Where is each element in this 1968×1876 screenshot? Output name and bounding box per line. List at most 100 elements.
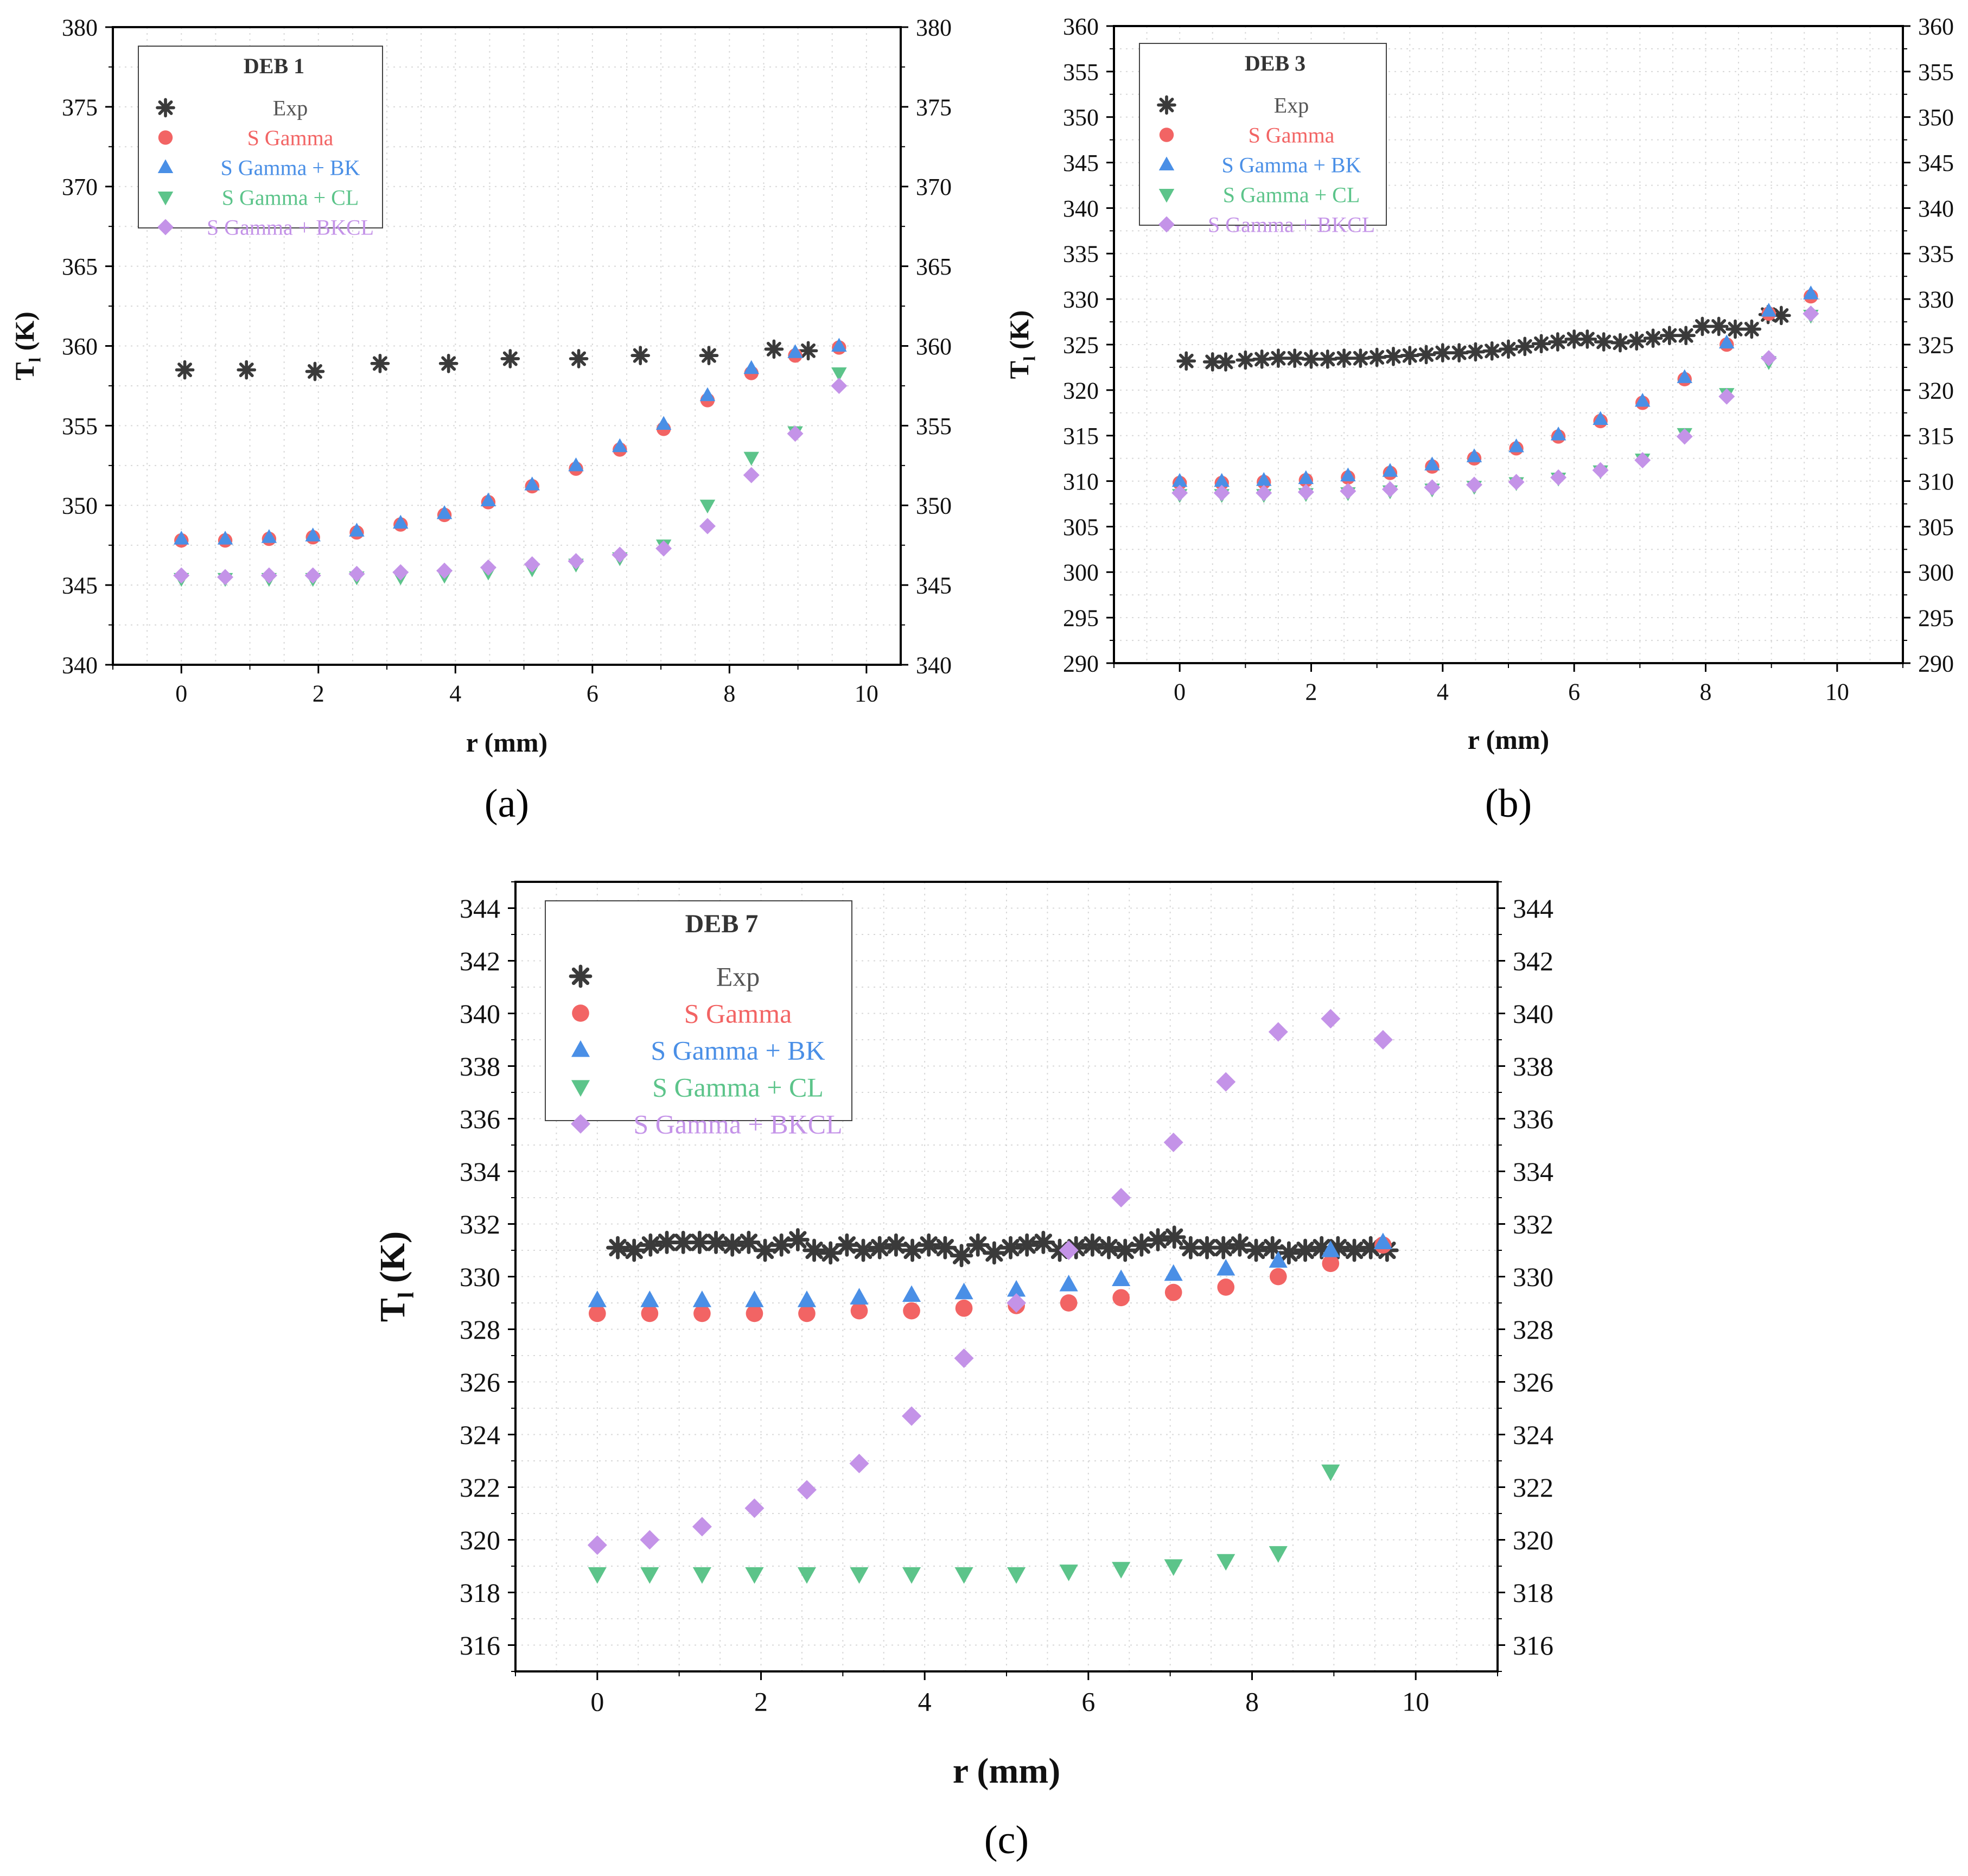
data-point-exp — [1627, 331, 1647, 351]
data-point-s_gamma — [746, 1305, 763, 1322]
data-point-s_gamma_bkcl — [524, 556, 540, 573]
data-point-s_gamma_cl — [1059, 1565, 1078, 1581]
y-tick-label: 380 — [62, 14, 98, 41]
data-point-s_gamma_bk — [1298, 470, 1314, 485]
data-point-s_gamma_bk — [1007, 1280, 1026, 1297]
data-point-exp — [1548, 332, 1568, 352]
y-tick-label: 320 — [460, 1525, 500, 1555]
data-point-s_gamma_bkcl — [304, 567, 321, 584]
legend-marker-s_gamma_bkcl — [1158, 216, 1175, 233]
y-tick-label-right: 370 — [916, 174, 952, 200]
y-tick-label: 322 — [460, 1472, 500, 1503]
data-point-exp — [851, 1238, 875, 1262]
data-point-exp — [1709, 316, 1729, 336]
data-point-s_gamma_cl — [902, 1567, 921, 1584]
data-point-exp — [1216, 352, 1235, 372]
data-point-exp — [753, 1238, 777, 1262]
y-tick-label-right: 350 — [916, 493, 952, 519]
data-point-s_gamma_bkcl — [1424, 479, 1441, 496]
y-tick-label-right: 342 — [1513, 946, 1553, 976]
y-tick-label: 336 — [460, 1104, 500, 1134]
x-tick-label: 2 — [1305, 678, 1317, 705]
data-point-exp — [606, 1236, 629, 1260]
data-point-s_gamma_bkcl — [849, 1453, 869, 1473]
y-tick-label-right: 324 — [1513, 1420, 1553, 1450]
data-point-s_gamma — [641, 1305, 659, 1322]
legend-marker-s_gamma_bk — [1158, 156, 1175, 170]
data-point-s_gamma_bkcl — [217, 569, 234, 586]
legend-marker-exp — [569, 964, 593, 988]
legend-label-s_gamma_bk: S Gamma + BK — [1222, 153, 1361, 177]
data-point-s_gamma_bk — [1424, 456, 1440, 470]
data-point-s_gamma_bkcl — [173, 567, 190, 584]
y-tick-label-right: 305 — [1918, 514, 1954, 540]
y-tick-label-right: 318 — [1513, 1578, 1553, 1608]
data-point-s_gamma_cl — [640, 1567, 659, 1584]
data-point-exp — [737, 1231, 761, 1254]
data-point-exp — [1692, 316, 1712, 336]
data-point-s_gamma_bk — [1059, 1275, 1078, 1292]
y-tick-label: 325 — [1063, 332, 1099, 358]
y-tick-label-right: 345 — [916, 573, 952, 599]
data-point-exp — [1384, 346, 1403, 366]
y-tick-label: 305 — [1063, 514, 1099, 540]
y-tick-label: 342 — [460, 946, 500, 976]
y-tick-label: 370 — [62, 174, 98, 200]
data-point-s_gamma_cl — [1321, 1464, 1340, 1481]
data-point-s_gamma_bk — [655, 416, 672, 430]
data-point-exp — [1367, 347, 1387, 367]
data-point-s_gamma_bkcl — [640, 1530, 660, 1550]
x-tick-label: 4 — [1437, 678, 1449, 705]
data-point-s_gamma_bk — [1466, 448, 1482, 462]
data-point-s_gamma_bk — [787, 344, 803, 358]
data-point-s_gamma_bk — [1803, 285, 1819, 300]
legend-marker-s_gamma_bk — [157, 159, 174, 173]
y-tick-label: 375 — [62, 94, 98, 120]
y-tick-label-right: 375 — [916, 94, 952, 120]
data-point-exp — [1334, 348, 1354, 368]
data-point-s_gamma_bkcl — [1256, 485, 1272, 501]
data-point-s_gamma_bk — [1340, 467, 1356, 482]
data-point-s_gamma — [903, 1302, 920, 1320]
data-point-exp — [370, 353, 390, 373]
y-axis-title: Tl (K) — [373, 1231, 418, 1322]
data-point-s_gamma_bk — [436, 505, 453, 519]
series-s_gamma_bk — [1171, 285, 1819, 487]
data-point-exp — [1676, 326, 1696, 346]
data-point-exp — [901, 1238, 924, 1262]
data-point-s_gamma_cl — [797, 1567, 817, 1584]
y-tick-label-right: 344 — [1513, 893, 1553, 924]
data-point-s_gamma_bk — [305, 527, 321, 542]
y-tick-label-right: 334 — [1513, 1156, 1553, 1187]
data-point-s_gamma — [1112, 1289, 1130, 1307]
data-point-s_gamma_bkcl — [1007, 1293, 1027, 1313]
legend-marker-s_gamma_cl — [571, 1080, 590, 1097]
data-point-exp — [1212, 1236, 1235, 1260]
legend-label-s_gamma_cl: S Gamma + CL — [652, 1072, 824, 1103]
data-point-s_gamma_cl — [1112, 1562, 1131, 1579]
data-point-s_gamma_bkcl — [1466, 476, 1482, 493]
data-point-exp — [786, 1228, 810, 1252]
data-point-exp — [1252, 349, 1272, 369]
data-point-s_gamma_bk — [1550, 427, 1566, 441]
data-point-s_gamma_bk — [1634, 392, 1651, 407]
legend-marker-s_gamma — [158, 130, 173, 145]
y-tick-label: 340 — [460, 999, 500, 1029]
data-point-s_gamma_cl — [743, 451, 760, 466]
data-point-s_gamma — [1269, 1268, 1287, 1286]
series-exp — [1176, 304, 1791, 372]
data-point-exp — [1195, 1236, 1219, 1260]
data-point-s_gamma_bk — [393, 514, 409, 529]
y-tick-label: 324 — [460, 1420, 500, 1450]
x-tick-label: 0 — [590, 1687, 604, 1717]
data-point-s_gamma_bk — [1171, 473, 1188, 487]
y-tick-label: 355 — [1063, 59, 1099, 85]
data-point-s_gamma_cl — [692, 1567, 711, 1584]
data-point-exp — [1015, 1233, 1039, 1257]
legend-marker-exp — [156, 98, 175, 118]
y-tick-label: 330 — [460, 1262, 500, 1292]
data-point-s_gamma_bk — [1593, 411, 1608, 425]
y-tick-label-right: 322 — [1513, 1472, 1553, 1503]
data-point-s_gamma_bkcl — [1321, 1009, 1341, 1029]
data-point-exp — [917, 1233, 941, 1257]
